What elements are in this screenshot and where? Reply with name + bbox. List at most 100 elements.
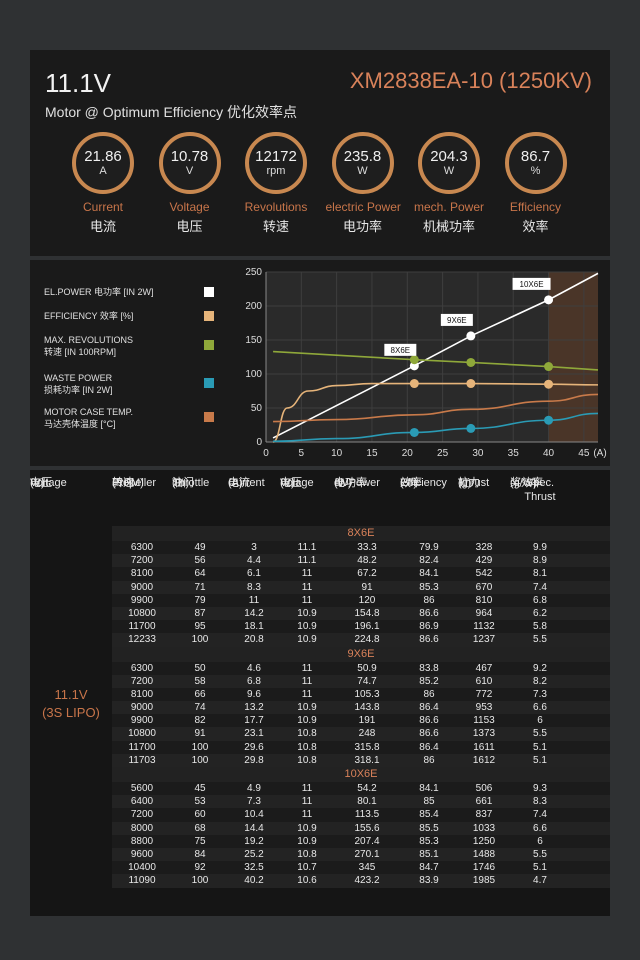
y-tick-label: 150 (245, 335, 262, 346)
table-cell: 10800 (128, 607, 156, 619)
table-cell: 29.6 (244, 741, 264, 753)
column-header-en: Thrust (458, 477, 490, 489)
table-cell: 6.6 (533, 822, 547, 834)
table-cell: 11 (301, 688, 313, 700)
table-row: 10800 91 23.1 10.8 248 86.6 1373 5.5 (112, 727, 610, 741)
voltage-value: 11.1V (54, 687, 88, 702)
table-cell: 10.9 (297, 702, 317, 714)
table-cell: 5.1 (533, 741, 547, 753)
table-cell: 1237 (472, 634, 496, 646)
legend-swatch (204, 287, 214, 297)
table-cell: 49 (194, 542, 206, 553)
table-cell: 29.8 (244, 754, 264, 766)
table-cell: 9.9 (533, 542, 547, 553)
table-cell: 9900 (130, 715, 154, 727)
gauge-value: 86.7 (520, 147, 551, 165)
table-cell: 85 (423, 796, 435, 808)
table-cell: 345 (358, 862, 376, 874)
table-cell: 100 (191, 754, 209, 766)
table-cell: 10.7 (297, 862, 317, 874)
table-cell: 7200 (130, 675, 154, 687)
chart-panel: EL.POWER 电功率 [IN 2W] EFFICIENCY 效率 [%] MAX… (30, 260, 610, 466)
table-cell: 191 (358, 715, 376, 727)
table-cell: 10.8 (297, 728, 317, 740)
data-point (466, 331, 476, 341)
legend-item: MAX. REVOLUTIONS 转速 [IN 100RPM] (44, 334, 214, 358)
table-cell: 8.3 (533, 796, 547, 808)
table-cell: 85.3 (419, 581, 439, 593)
x-tick-label: 45 (578, 448, 590, 459)
gauge-row: 21.86 A Current 电流 10.78 V Voltage 电压 12172 rpm Re… (66, 132, 586, 252)
prop-group-header: 8X6E (112, 526, 610, 541)
performance-chart: 0 50 100 150 200 250 0 5 10 15 20 25 30 35 40 45 (A) 8X6E… (245, 267, 606, 459)
column-header-cn: 转速 (112, 477, 134, 489)
table-cell: 10.9 (297, 634, 317, 646)
prop-group-rows: 6300 49 3 11.1 33.3 79.9 328 9.9 7200 56 4.4 11.1 48… (112, 541, 610, 647)
table-cell: 11 (301, 783, 313, 794)
column-header-unit: (g) (458, 477, 472, 489)
gauge-label-en: Voltage (169, 200, 210, 214)
table-cell: 74.7 (357, 675, 377, 687)
table-row: 7200 58 6.8 11 74.7 85.2 610 8.2 (112, 674, 610, 688)
table-cell: 11 (301, 594, 313, 606)
battery-type: (3S LIPO) (42, 705, 100, 720)
legend-label-sub: 转速 [IN 100RPM] (44, 347, 117, 357)
table-cell: 315.8 (354, 741, 380, 753)
gauge-2: 12172 rpm Revolutions 转速 (239, 132, 313, 235)
summary-panel: 11.1V XM2838EA-10 (1250KV) Motor @ Optim… (30, 50, 610, 256)
table-cell: 14.2 (244, 607, 264, 619)
data-point (409, 355, 419, 365)
gauge-value: 204.3 (430, 147, 468, 165)
legend-item: MOTOR CASE TEMP. 马达壳体温度 [°C] (44, 406, 214, 430)
table-cell: 610 (475, 675, 493, 687)
x-tick-label: 0 (263, 448, 269, 459)
column-header-en: Propeller (112, 477, 157, 489)
table-row: 8800 75 19.2 10.9 207.4 85.3 1250 6 (112, 834, 610, 848)
table-cell: 9.2 (533, 662, 547, 674)
gauge-ring: 235.8 W (331, 132, 394, 194)
table-row: 9900 79 11 11 120 86 810 6.8 (112, 593, 610, 607)
x-tick-label: 25 (437, 448, 449, 459)
column-header-unit: (W) (334, 477, 352, 489)
table-cell: 7.3 (533, 688, 547, 700)
table-cell: 10.8 (297, 741, 317, 753)
table-cell: 8.3 (247, 581, 261, 593)
column-header-unit: (V) (30, 477, 45, 489)
table-cell: 74 (194, 702, 206, 714)
table-cell: 810 (475, 594, 493, 606)
x-tick-label: 15 (366, 448, 378, 459)
table-cell: 10.9 (297, 822, 317, 834)
table-cell: 11.1 (297, 542, 317, 553)
annotation-label: 10X6E (520, 280, 544, 289)
table-cell: 86.6 (419, 634, 439, 646)
voltage-label: 11.1V (3S LIPO) (30, 686, 112, 722)
table-cell: 1488 (472, 848, 496, 860)
x-tick-label: 40 (543, 448, 555, 459)
gauge-unit: A (99, 164, 107, 177)
annotation-box (440, 313, 473, 326)
table-cell: 68 (194, 822, 206, 834)
column-header-en: Current (228, 477, 265, 489)
table-cell: 467 (475, 662, 493, 674)
gauge-value: 10.78 (170, 147, 209, 165)
column-header-unit: (%) (400, 477, 418, 489)
table-cell: 9000 (130, 702, 154, 714)
gauge-unit: % (530, 164, 541, 177)
table-cell: 10.4 (244, 809, 264, 821)
gauge-1: 10.78 V Voltage 电压 (153, 132, 227, 235)
column-header-unit: (A) (228, 477, 243, 489)
table-cell: 11 (301, 809, 313, 821)
table-cell: 32.5 (244, 862, 264, 874)
table-cell: 64 (194, 568, 206, 580)
table-cell: 11 (301, 568, 313, 580)
gauge-label-cn: 机械功率 (422, 219, 475, 234)
table-cell: 6.8 (247, 675, 261, 687)
table-cell: 13.2 (244, 702, 264, 714)
table-cell: 207.4 (354, 835, 380, 847)
table-cell: 9900 (130, 594, 154, 606)
table-cell: 154.8 (354, 607, 380, 619)
table-cell: 80.1 (357, 796, 377, 808)
column-header-unit: (V) (280, 477, 295, 489)
table-cell: 79.9 (419, 542, 439, 553)
gauge-value: 12172 (255, 147, 297, 165)
